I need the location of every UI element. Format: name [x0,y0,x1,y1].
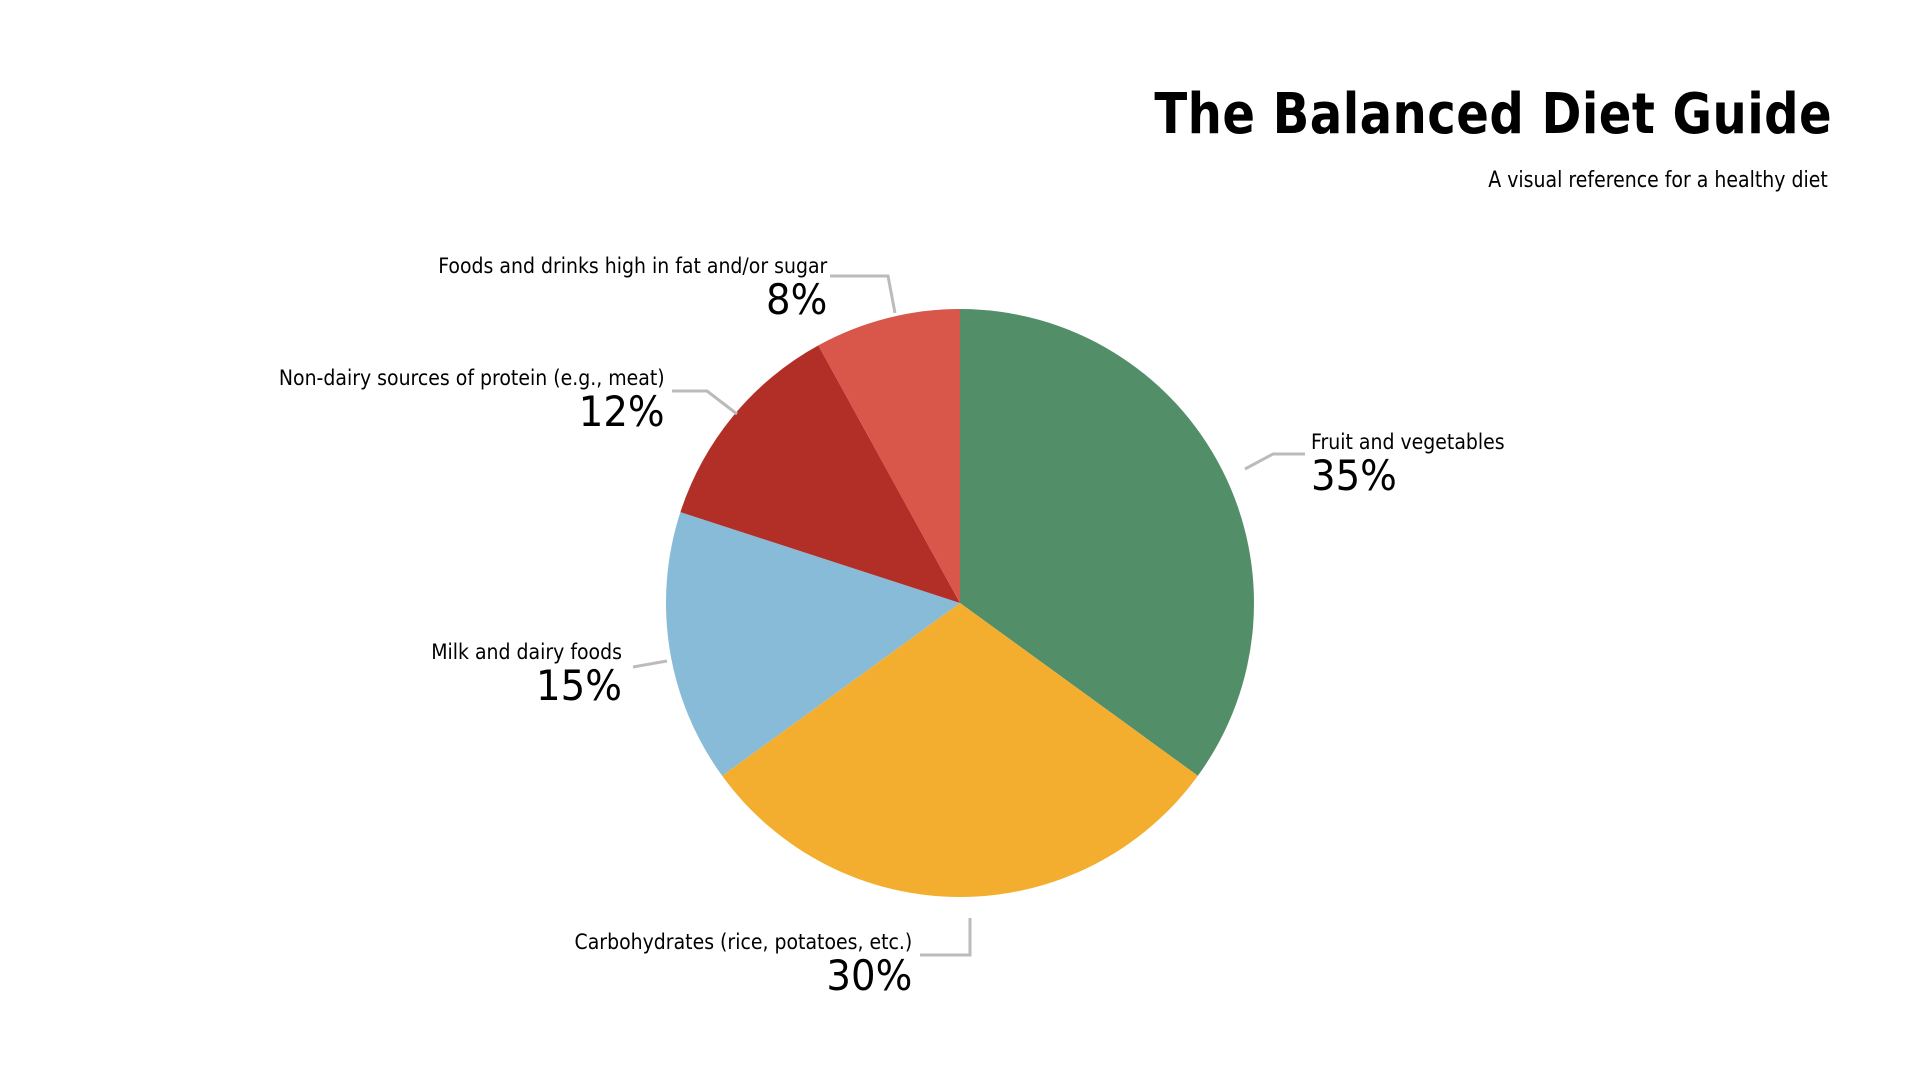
slice-label-milk: Milk and dairy foods 15% [410,640,622,708]
pie-slice-2 [666,512,960,776]
leader-line-fat-sugar [830,274,897,314]
leader-line-milk [632,659,668,669]
slice-label-protein: Non-dairy sources of protein (e.g., meat… [236,366,665,434]
slice-label-value: 12% [579,387,665,436]
pie-slice-1 [722,603,1198,897]
slice-label-name: Non-dairy sources of protein (e.g., meat… [279,366,665,390]
leader-line-protein [672,389,738,416]
pie-slice-4 [818,309,960,603]
slice-label-value: 8% [765,275,827,324]
slice-label-value: 35% [1311,451,1397,500]
slice-label-name: Fruit and vegetables [1311,430,1505,454]
slice-label-carbs: Carbohydrates (rice, potatoes, etc.) 30% [537,930,912,998]
pie-slices [666,309,1254,897]
pie-slice-3 [680,345,960,603]
leader-lines [632,274,1305,957]
slice-label-name: Milk and dairy foods [431,640,622,664]
pie-slice-0 [960,309,1254,776]
slice-label-value: 30% [826,951,912,1000]
leader-line-carbs [920,918,972,957]
slice-label-name: Foods and drinks high in fat and/or suga… [437,254,827,278]
leader-line-fruit [1244,452,1305,471]
slice-label-fat-sugar: Foods and drinks high in fat and/or suga… [395,254,827,322]
slice-label-name: Carbohydrates (rice, potatoes, etc.) [574,930,912,954]
chart-title: The Balanced Diet Guide [1154,82,1832,147]
slice-label-fruit: Fruit and vegetables 35% [1311,430,1526,498]
chart-subtitle: A visual reference for a healthy diet [1488,168,1828,193]
slice-label-value: 15% [536,661,622,710]
